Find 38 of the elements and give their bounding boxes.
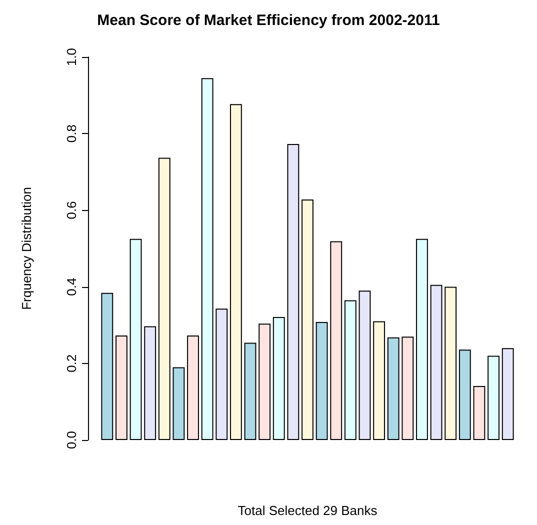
bar <box>488 356 500 440</box>
bar <box>316 322 328 440</box>
bar <box>444 286 457 440</box>
bar <box>502 348 514 440</box>
bar <box>387 337 400 440</box>
y-tick-label: 0.6 <box>64 201 79 220</box>
bar <box>187 335 199 440</box>
bar <box>216 308 228 440</box>
bar <box>473 386 486 440</box>
bar <box>116 335 128 440</box>
chart-title: Mean Score of Market Efficiency from 2002-2011 <box>97 12 440 29</box>
bar <box>144 326 156 440</box>
y-tick-label: 0.2 <box>64 354 79 372</box>
bar <box>244 342 256 440</box>
bar <box>302 199 314 440</box>
bar <box>230 104 242 440</box>
y-tick-label: 0.8 <box>64 124 79 143</box>
bar <box>272 317 285 440</box>
bar <box>101 292 114 440</box>
bar <box>258 324 271 440</box>
bar <box>458 350 471 440</box>
bar <box>373 321 386 440</box>
bar <box>416 238 428 440</box>
bar <box>287 144 300 440</box>
bar <box>330 241 342 440</box>
bar <box>358 290 371 440</box>
y-tick-label: 0.0 <box>64 430 79 450</box>
bar <box>172 367 185 440</box>
bar <box>130 238 142 440</box>
bar <box>430 284 442 440</box>
y-axis-title: Frquency Distribution <box>19 187 34 310</box>
y-tick-label: 1.0 <box>64 48 79 66</box>
x-axis-title: Total Selected 29 Banks <box>238 503 378 518</box>
bar <box>201 78 214 440</box>
bar <box>158 158 170 440</box>
y-tick-label: 0.4 <box>64 278 79 296</box>
bar <box>344 300 356 440</box>
bar <box>402 336 414 440</box>
